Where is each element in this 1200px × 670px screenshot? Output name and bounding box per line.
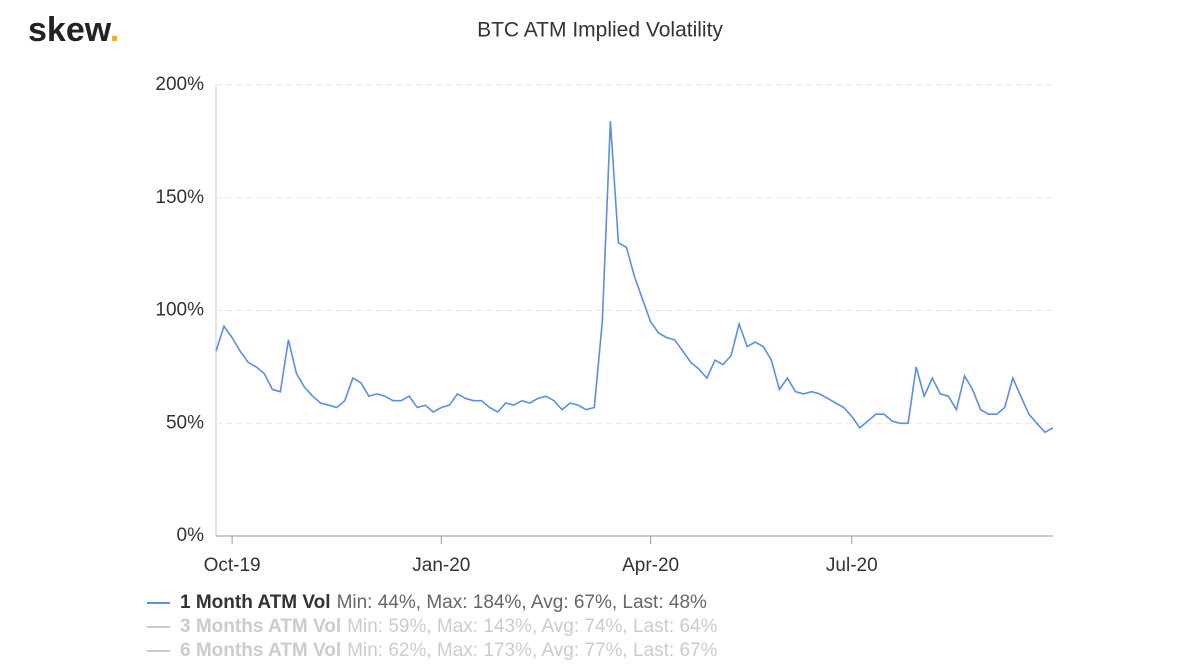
legend-stats: Min: 62%, Max: 173%, Avg: 77%, Last: 67%	[347, 640, 717, 661]
legend-name: 3 Months ATM Vol	[180, 616, 341, 637]
y-tick-label: 0%	[177, 525, 205, 546]
legend-stats: Min: 59%, Max: 143%, Avg: 74%, Last: 64%	[347, 616, 717, 637]
x-tick-label: Oct-19	[204, 555, 261, 576]
y-tick-label: 50%	[166, 412, 204, 433]
legend-entry: 1 Month ATM Vol Min: 44%, Max: 184%, Avg:…	[180, 592, 707, 613]
legend-stats: Min: 44%, Max: 184%, Avg: 67%, Last: 48%	[337, 592, 707, 613]
logo: skew.	[28, 11, 119, 49]
legend-name: 1 Month ATM Vol	[180, 592, 331, 613]
line-series	[215, 121, 1054, 434]
logo-dot: .	[110, 11, 119, 49]
chart-title: BTC ATM Implied Volatility	[477, 19, 723, 42]
y-tick-label: 200%	[155, 74, 204, 95]
legend-entry: 3 Months ATM Vol Min: 59%, Max: 143%, Avg…	[180, 616, 718, 637]
y-tick-label: 100%	[155, 300, 204, 321]
x-tick-label: Jan-20	[412, 555, 470, 576]
legend-entry: 6 Months ATM Vol Min: 62%, Max: 173%, Avg…	[180, 640, 718, 661]
x-tick-label: Apr-20	[622, 555, 679, 576]
y-tick-label: 150%	[155, 187, 204, 208]
x-tick-label: Jul-20	[826, 555, 878, 576]
legend-name: 6 Months ATM Vol	[180, 640, 341, 661]
logo-text: skew	[28, 11, 112, 49]
